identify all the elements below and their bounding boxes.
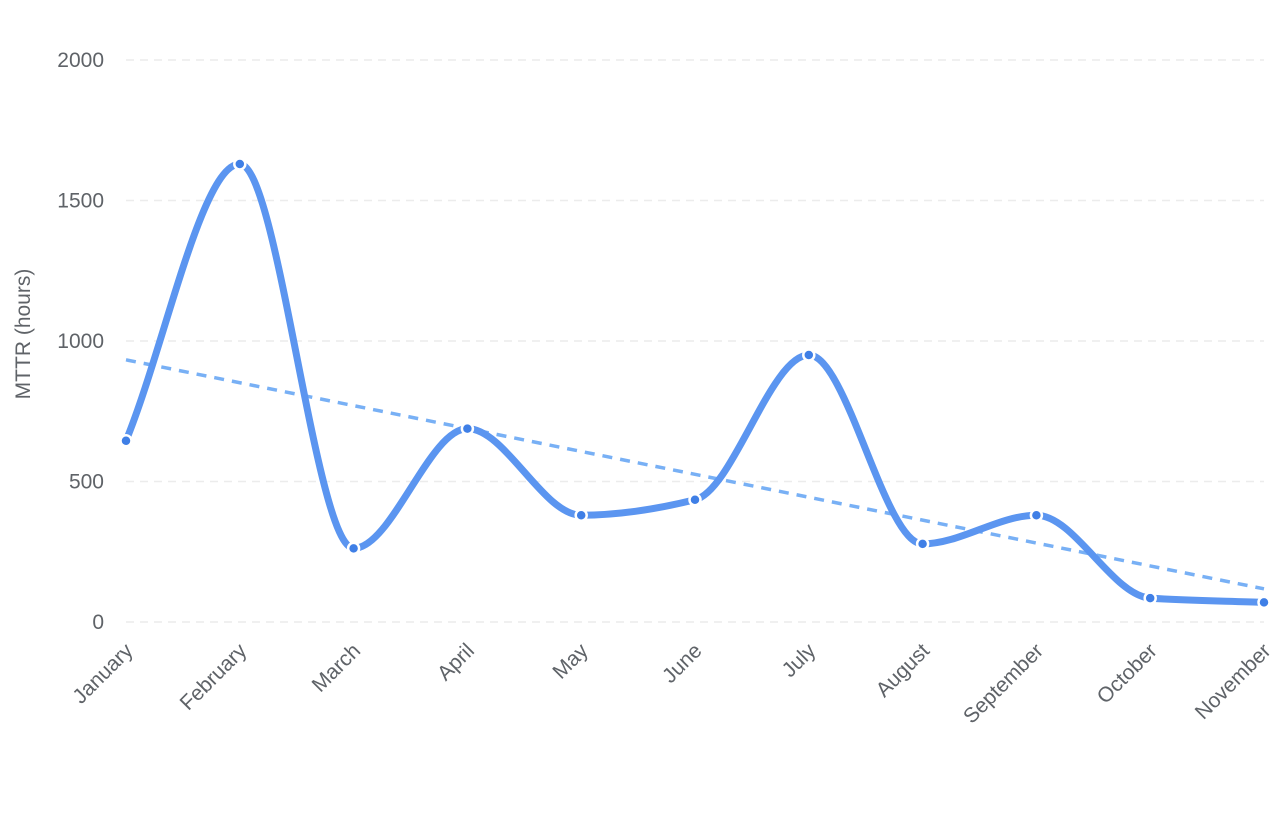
x-tick-label: February	[176, 639, 252, 715]
x-tick-label: November	[1191, 639, 1276, 724]
trendline-group	[125, 358, 1265, 591]
x-tick-label: January	[68, 639, 137, 708]
data-point	[460, 421, 475, 436]
data-point	[1029, 508, 1044, 522]
y-tick-label: 500	[69, 471, 104, 494]
y-axis-ticks: 0 500 1000 1500 2000	[57, 49, 104, 634]
x-tick-label: September	[959, 639, 1048, 728]
y-tick-label: 0	[92, 611, 104, 634]
data-point	[1143, 591, 1157, 605]
data-point	[346, 541, 361, 556]
data-point	[233, 157, 247, 171]
data-point	[119, 434, 133, 448]
x-axis-ticks: January February March April May June July Augu…	[68, 639, 1275, 728]
data-point	[915, 537, 930, 551]
data-point	[574, 508, 588, 522]
series-group	[122, 160, 1268, 606]
data-point	[802, 348, 816, 362]
x-tick-label: August	[872, 639, 935, 702]
x-tick-label: June	[658, 639, 706, 687]
x-tick-label: May	[548, 639, 593, 684]
data-point	[688, 493, 702, 507]
y-tick-label: 1500	[57, 190, 104, 213]
data-point	[1257, 595, 1271, 610]
x-tick-label: July	[778, 639, 821, 682]
y-tick-label: 1000	[57, 330, 104, 353]
series-line-0	[122, 160, 1268, 606]
x-tick-label: October	[1093, 639, 1162, 708]
trendline	[125, 358, 1265, 591]
points-group	[119, 157, 1271, 610]
y-tick-label: 2000	[57, 49, 104, 72]
grid	[126, 59, 1264, 623]
x-tick-label: April	[433, 639, 479, 685]
y-axis-title: MTTR (hours)	[12, 269, 35, 400]
x-tick-label: March	[308, 639, 366, 697]
